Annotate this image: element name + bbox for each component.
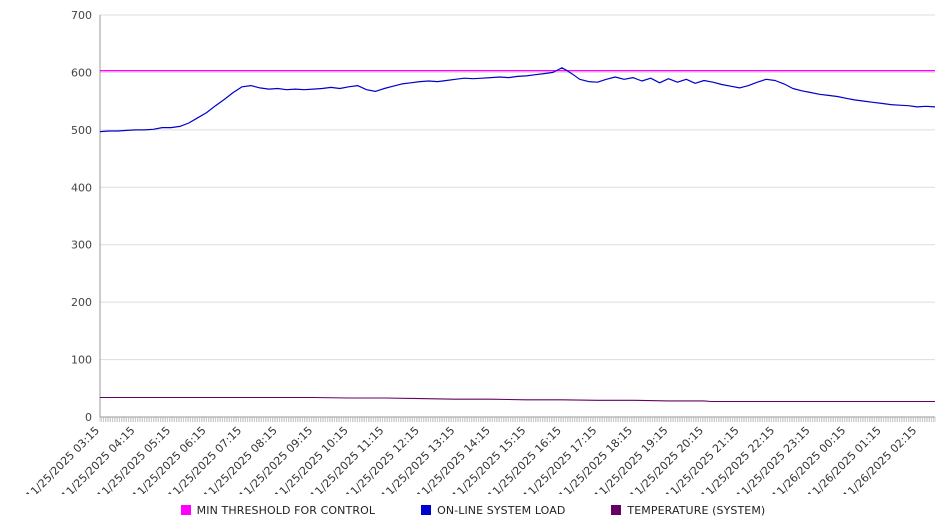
y-axis-tick-label: 700 [71, 9, 92, 22]
legend-swatch-temperature-icon [611, 505, 622, 515]
legend-item-min-threshold: MIN THRESHOLD FOR CONTROL [180, 503, 376, 517]
x-axis-tick-label: 11/25/2025 03:15 [23, 424, 102, 494]
legend-swatch-min-threshold-icon [180, 505, 191, 515]
y-axis-tick-label: 100 [71, 354, 92, 367]
legend-label-min-threshold: MIN THRESHOLD FOR CONTROL [196, 503, 376, 517]
y-axis-tick-label: 600 [71, 66, 92, 79]
y-axis-tick-label: 300 [71, 239, 92, 252]
legend-swatch-system-load-icon [421, 505, 432, 515]
legend-label-system-load: ON-LINE SYSTEM LOAD [437, 503, 566, 517]
y-axis-tick-label: 400 [71, 181, 92, 194]
chart-legend: MIN THRESHOLD FOR CONTROL ON-LINE SYSTEM… [0, 496, 946, 524]
series-temperature-system- [100, 396, 935, 403]
y-axis-tick-label: 0 [85, 411, 92, 424]
series-on-line-system-load [99, 67, 936, 133]
legend-item-system-load: ON-LINE SYSTEM LOAD [421, 504, 565, 517]
y-axis-tick-label: 200 [71, 296, 92, 309]
y-axis-tick-label: 500 [71, 124, 92, 137]
legend-label-temperature: TEMPERATURE (SYSTEM) [627, 503, 766, 517]
legend-item-temperature: TEMPERATURE (SYSTEM) [611, 504, 765, 517]
